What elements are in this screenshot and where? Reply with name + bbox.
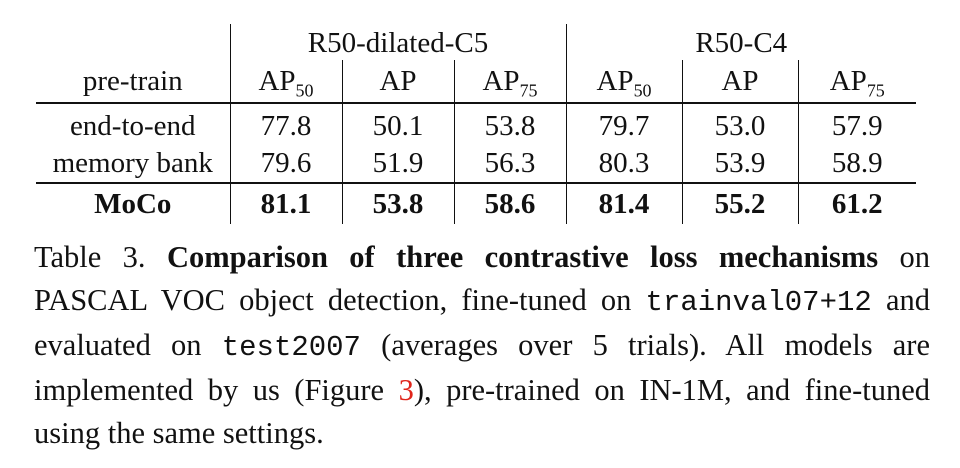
table-cell: 53.0 <box>682 103 799 145</box>
results-table: R50-dilated-C5 R50-C4 pre-train AP50 AP … <box>36 24 917 224</box>
table-cell: 53.8 <box>342 183 455 224</box>
metric-sub: 50 <box>295 79 314 100</box>
table-cell: 80.3 <box>566 145 683 183</box>
row-label: MoCo <box>36 183 231 224</box>
metric-base: AP <box>258 64 296 97</box>
metric-header: AP75 <box>798 60 916 103</box>
table-cell: 56.3 <box>454 145 567 183</box>
row-label: end-to-end <box>36 103 231 145</box>
table-cell: 55.2 <box>682 183 799 224</box>
table-cell: 61.2 <box>831 187 883 220</box>
caption-code-test: test2007 <box>221 331 361 364</box>
metric-header: AP50 <box>566 60 683 103</box>
metric-header: AP75 <box>454 60 567 103</box>
table-cell: 79.7 <box>566 103 683 145</box>
table-cell: 57.9 <box>831 110 883 142</box>
table-caption: Table 3. Comparison of three contrastive… <box>34 236 930 455</box>
group-header-r50-c4: R50-C4 <box>695 27 788 59</box>
metric-header: AP50 <box>230 60 343 103</box>
results-table-container: R50-dilated-C5 R50-C4 pre-train AP50 AP … <box>36 24 917 224</box>
caption-prefix: Table 3. <box>34 240 167 274</box>
table-cell: 81.4 <box>566 183 683 224</box>
table-cell: 81.1 <box>230 183 343 224</box>
figure-reference-link[interactable]: 3 <box>398 373 414 407</box>
table-cell: 79.6 <box>230 145 343 183</box>
table-cell: 53.8 <box>454 103 567 145</box>
metric-sub: 75 <box>866 79 885 100</box>
table-cell: 77.8 <box>230 103 343 145</box>
row-label: memory bank <box>36 145 231 183</box>
caption-title: Comparison of three contrastive loss mec… <box>166 240 879 274</box>
caption-code-trainval: trainval07+12 <box>645 286 872 319</box>
metric-base: AP <box>721 64 759 97</box>
table-cell: 58.9 <box>831 147 883 179</box>
table-cell: 50.1 <box>342 103 455 145</box>
table-cell: 51.9 <box>342 145 455 183</box>
corner-cell <box>36 24 231 60</box>
table-row-end-to-end: end-to-end 77.8 50.1 53.8 79.7 53.0 57.9 <box>36 103 916 145</box>
metric-base: AP <box>596 64 634 97</box>
metric-header: AP <box>342 60 455 103</box>
metric-header-row: pre-train AP50 AP AP75 AP50 AP AP75 <box>36 60 917 103</box>
table-cell: 53.9 <box>682 145 799 183</box>
caption-text: (averages over 5 trials). All models are… <box>34 328 930 407</box>
caption-text: and evaluated on <box>34 283 930 362</box>
group-header-r50-dilated-c5: R50-dilated-C5 <box>230 24 567 60</box>
metric-base: AP <box>379 64 417 97</box>
table-row-moco: MoCo 81.1 53.8 58.6 81.4 55.2 61.2 <box>36 183 917 224</box>
caption-text: ), pre-trained on IN-1M, and fine-tuned … <box>34 373 930 450</box>
metric-base: AP <box>829 64 867 97</box>
table-row-memory-bank: memory bank 79.6 51.9 56.3 80.3 53.9 58.… <box>36 145 916 183</box>
metric-sub: 50 <box>633 79 652 100</box>
group-header-row: R50-dilated-C5 R50-C4 <box>36 24 916 60</box>
caption-text: on PASCAL VOC object detection, fine-tun… <box>34 240 931 317</box>
metric-base: AP <box>482 64 520 97</box>
row-header-pretrain: pre-train <box>36 60 231 103</box>
metric-sub: 75 <box>519 79 538 100</box>
table-cell: 58.6 <box>454 183 567 224</box>
metric-header: AP <box>682 60 799 103</box>
